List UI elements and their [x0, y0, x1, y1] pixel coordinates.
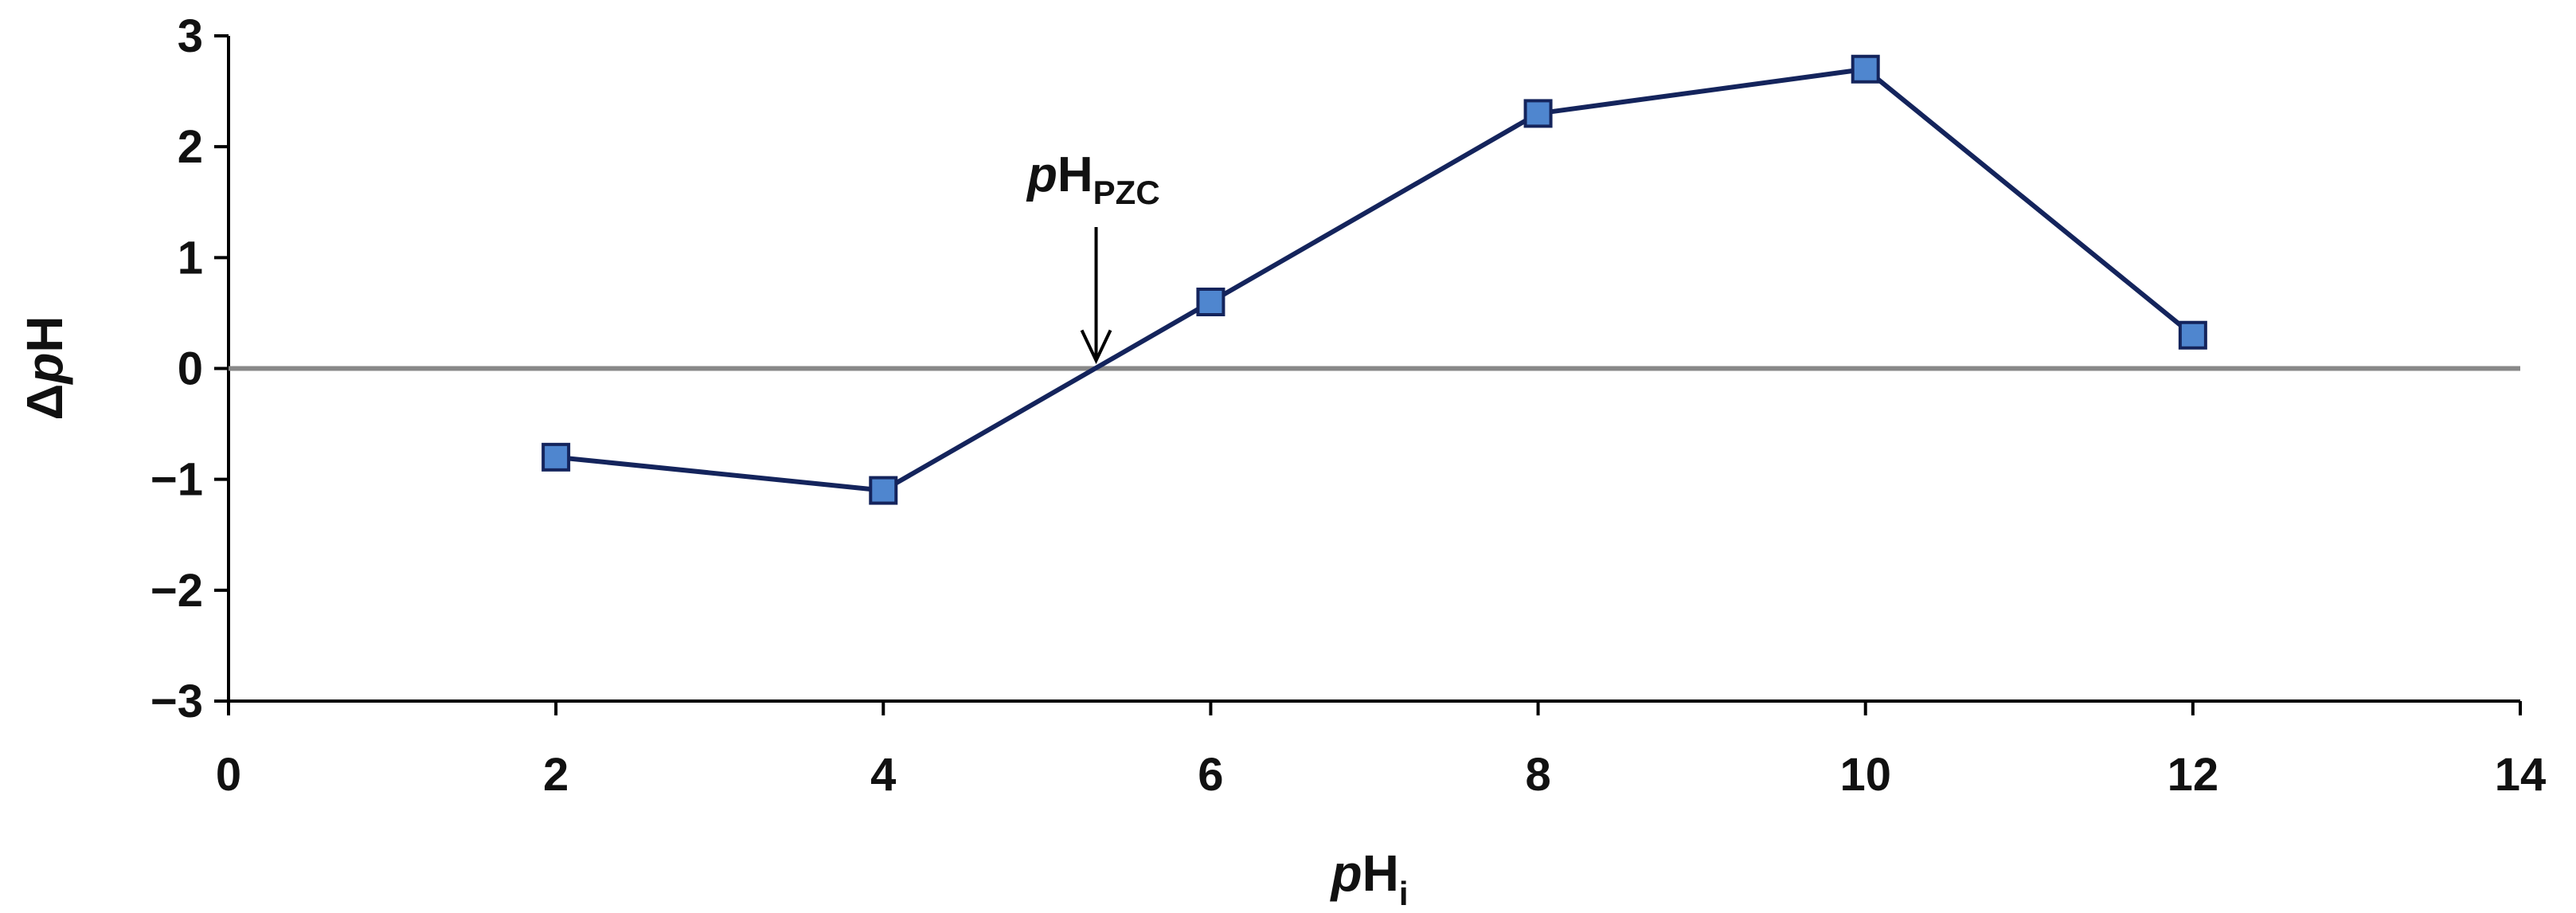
- y-tick-label: 3: [178, 10, 203, 62]
- pzc-arrow-head: [1080, 329, 1112, 365]
- y-tick-label: −3: [150, 676, 203, 727]
- x-tick-label: 12: [2168, 749, 2219, 801]
- y-tick-label: −2: [150, 565, 203, 617]
- pzc-annotation-label: pHPZC: [1026, 147, 1160, 211]
- data-point-marker: [1523, 99, 1553, 128]
- data-point-marker: [869, 476, 898, 505]
- annotation-layer: pHPZC: [1026, 147, 1160, 365]
- x-tick-label: 4: [870, 749, 896, 801]
- data-point-marker: [2178, 320, 2207, 350]
- x-tick-label: 0: [216, 749, 241, 801]
- data-point-marker: [541, 442, 571, 472]
- x-axis-title: pHi: [1330, 844, 1409, 912]
- y-tick-label: 1: [178, 232, 203, 284]
- x-tick-label: 10: [1839, 749, 1891, 801]
- data-point-marker: [1851, 54, 1880, 84]
- x-tick-label: 14: [2495, 749, 2547, 801]
- series-line: [555, 66, 2195, 493]
- x-tick-label: 8: [1525, 749, 1550, 801]
- y-axis-title: ΔpH: [16, 315, 73, 420]
- x-tick-label: 2: [543, 749, 569, 801]
- y-tick-label: 0: [178, 343, 203, 395]
- y-tick-label: 2: [178, 121, 203, 173]
- y-tick-label: −1: [150, 454, 203, 506]
- x-tick-label: 6: [1198, 749, 1223, 801]
- data-point-marker: [1196, 288, 1225, 316]
- series-layer: [541, 54, 2207, 505]
